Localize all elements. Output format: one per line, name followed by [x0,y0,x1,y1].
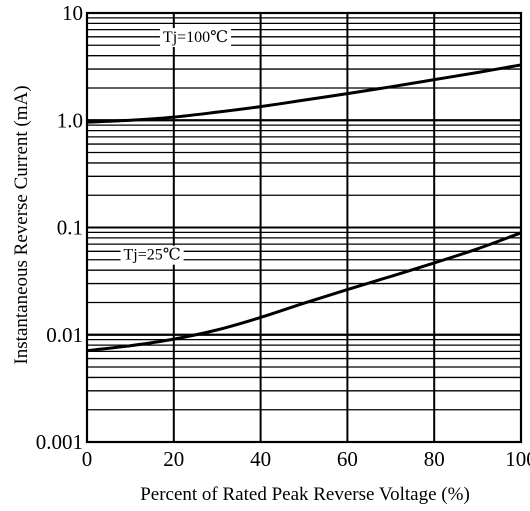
tick-labels: 0 20 40 60 80 100 0.001 0.01 0.1 1.0 10 [36,1,530,471]
x-tick-label: 80 [424,447,445,471]
series-labels: Tj=100℃ Tj=25℃ [120,28,232,265]
y-tick-label: 0.01 [46,323,83,347]
x-tick-label: 40 [250,447,271,471]
x-tick-label: 0 [82,447,93,471]
y-tick-label: 1.0 [57,108,83,132]
series-label-background [120,245,184,265]
y-tick-label: 10 [62,1,83,25]
series-line-tj-100 [86,63,522,124]
x-tick-label: 60 [337,447,358,471]
series-lines [86,63,522,353]
x-axis-label: Percent of Rated Peak Reverse Voltage (%… [140,484,470,505]
y-tick-label: 0.1 [57,216,83,240]
y-tick-label: 0.001 [36,430,83,454]
series-label-background [159,28,232,48]
x-tick-label: 20 [163,447,184,471]
x-tick-label: 100 [505,447,530,471]
plot-border [85,11,523,444]
plot-frame [85,11,523,444]
series-label: Tj=100℃ [163,29,228,46]
series-label: Tj=25℃ [124,247,181,264]
series-line-tj-25 [86,231,522,353]
y-axis-label: Instantaneous Reverse Current (mA) [11,85,32,364]
